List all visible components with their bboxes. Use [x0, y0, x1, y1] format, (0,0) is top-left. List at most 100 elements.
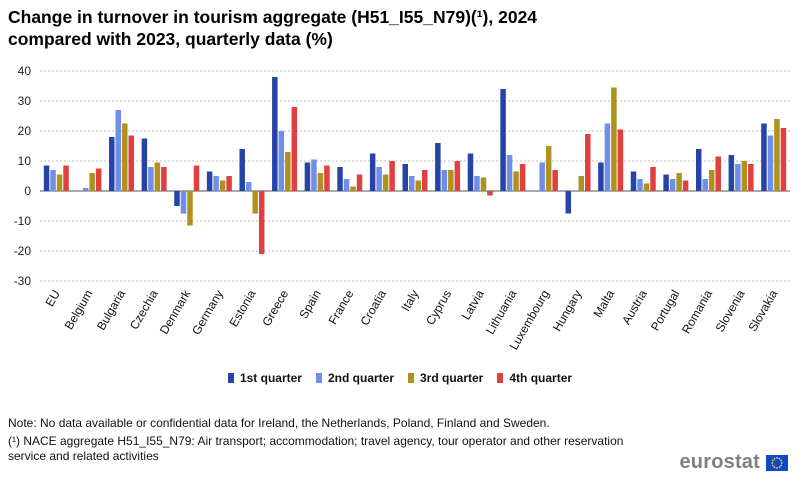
- bar: [389, 161, 395, 191]
- y-tick-label: 20: [18, 124, 32, 138]
- bar: [213, 176, 219, 191]
- bar: [728, 155, 735, 191]
- bar: [161, 167, 167, 191]
- bar: [415, 180, 421, 191]
- bar: [239, 149, 245, 191]
- bar: [435, 143, 441, 191]
- bar: [630, 171, 637, 191]
- legend-label: 2nd quarter: [327, 371, 394, 385]
- bar: [702, 179, 708, 191]
- bar: [708, 170, 715, 191]
- bar: [350, 186, 356, 191]
- legend-swatch: [227, 373, 234, 383]
- x-tick-label: Latvia: [459, 287, 487, 322]
- bar: [376, 167, 382, 191]
- bar: [454, 161, 461, 191]
- bar: [611, 87, 617, 191]
- x-tick-label: Germany: [189, 288, 226, 338]
- x-tick-label: Belgium: [62, 288, 96, 333]
- bar: [735, 164, 741, 191]
- bar: [43, 165, 50, 191]
- y-tick-label: 10: [18, 154, 32, 168]
- x-tick-label: Estonia: [226, 287, 258, 329]
- bar: [278, 131, 285, 191]
- bar: [695, 149, 702, 191]
- chart-title-line2: compared with 2023, quarterly data (%): [8, 29, 333, 49]
- y-tick-label: 0: [24, 184, 31, 198]
- bar: [539, 162, 545, 191]
- legend-item: 4th quarter: [497, 371, 572, 385]
- bar: [356, 174, 363, 191]
- bar: [245, 182, 252, 191]
- bar: [506, 155, 513, 191]
- bar: [187, 191, 193, 226]
- bar: [63, 165, 69, 191]
- bar: [82, 188, 89, 191]
- bar: [89, 173, 95, 191]
- legend-label: 1st quarter: [239, 371, 302, 385]
- chart-title-line1: Change in turnover in tourism aggregate …: [8, 7, 538, 27]
- x-tick-label: Malta: [590, 287, 617, 320]
- x-tick-label: Cyprus: [423, 288, 454, 328]
- bar: [474, 176, 480, 191]
- bar: [604, 123, 611, 191]
- bar: [180, 191, 187, 214]
- bar: [578, 176, 585, 191]
- bar: [56, 174, 63, 191]
- x-tick-label: Hungary: [550, 288, 585, 334]
- x-tick-label: Austria: [619, 287, 650, 327]
- bar: [487, 191, 493, 196]
- bar: [598, 162, 604, 191]
- bar: [545, 146, 552, 191]
- bar: [311, 159, 317, 191]
- bar: [650, 167, 656, 191]
- bar: [128, 135, 135, 191]
- bar: [226, 176, 232, 191]
- x-tick-label: Romania: [679, 287, 715, 336]
- legend-swatch: [497, 373, 504, 383]
- bar: [109, 137, 115, 191]
- bar: [682, 180, 689, 191]
- bar: [115, 110, 122, 191]
- bar: [565, 191, 572, 214]
- x-tick-label: Czechia: [127, 287, 161, 332]
- x-tick-label: Denmark: [157, 287, 194, 337]
- x-tick-label: Greece: [259, 287, 291, 328]
- bar: [480, 177, 487, 191]
- x-tick-label: Slovenia: [713, 287, 748, 334]
- bar: [206, 171, 213, 191]
- bar: [50, 170, 56, 191]
- bar: [95, 168, 102, 191]
- x-tick-label: Slovakia: [745, 287, 780, 334]
- bar: [585, 134, 591, 191]
- bar: [748, 164, 754, 191]
- bar: [519, 164, 526, 191]
- bar: [513, 171, 519, 191]
- eurostat-logo: eurostat: [679, 451, 788, 474]
- bar: [663, 174, 669, 191]
- bar: [343, 179, 350, 191]
- bar: [154, 162, 161, 191]
- bar: [174, 191, 180, 206]
- bar: [122, 123, 128, 191]
- x-tick-label: Spain: [296, 288, 323, 322]
- bar: [258, 191, 265, 254]
- legend-item: 3rd quarter: [408, 371, 483, 385]
- bar: [252, 191, 258, 214]
- legend-item: 2nd quarter: [315, 371, 394, 385]
- bar: [402, 164, 408, 191]
- bar: [272, 77, 278, 191]
- y-tick-label: 40: [18, 64, 32, 78]
- bar: [337, 167, 343, 191]
- bar: [643, 183, 650, 191]
- bar: [219, 180, 226, 191]
- bar: [304, 162, 311, 191]
- x-tick-label: Portugal: [648, 288, 682, 334]
- x-tick-label: Bulgaria: [94, 287, 128, 332]
- bar: [552, 170, 558, 191]
- bar: [767, 135, 774, 191]
- bar: [741, 161, 748, 191]
- bar: [193, 165, 200, 191]
- bar: [774, 119, 780, 191]
- bar: [382, 174, 389, 191]
